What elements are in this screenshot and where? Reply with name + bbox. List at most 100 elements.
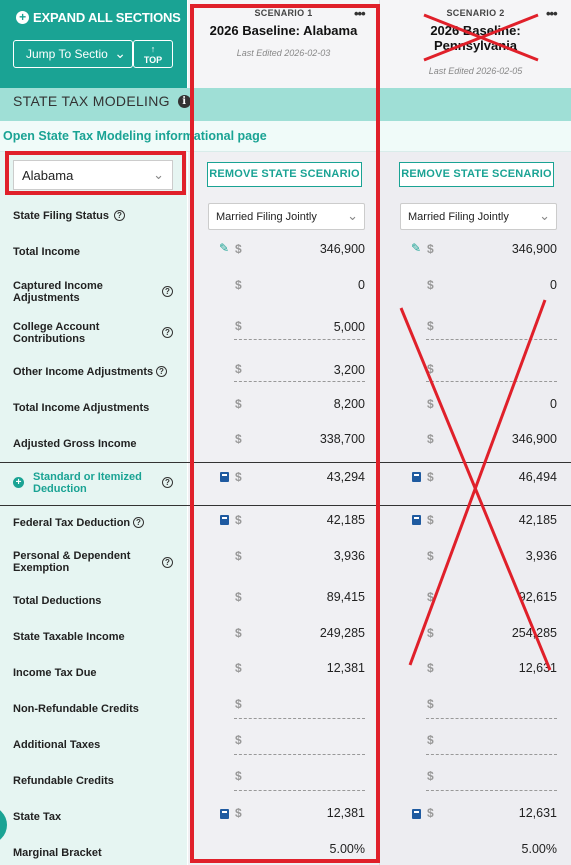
row-label-line: Exemption: [13, 562, 70, 574]
chevron-down-icon: ⌄: [347, 208, 358, 223]
filing-status-select-2[interactable]: Married Filing Jointly ⌄: [400, 203, 557, 230]
s1-standard-itemized: 43,294: [326, 470, 365, 484]
floating-tab[interactable]: [0, 806, 7, 844]
dollar-sign: $: [427, 397, 434, 411]
s2-personal-exemption: 3,936: [525, 549, 557, 563]
divider-line: [0, 505, 571, 506]
edit-icon[interactable]: ✎: [219, 241, 230, 255]
more-options-icon[interactable]: •••: [354, 6, 366, 21]
dollar-sign: $: [235, 362, 242, 376]
help-icon[interactable]: ?: [114, 210, 125, 221]
s2-refundable-input[interactable]: [426, 790, 557, 791]
help-icon[interactable]: ?: [156, 366, 167, 377]
s1-refundable-input[interactable]: [234, 790, 365, 791]
dollar-sign: $: [427, 319, 434, 333]
s1-captured-adjustments: 0: [358, 278, 365, 292]
s2-total-deductions: 92,615: [518, 590, 557, 604]
s1-additional-taxes-input[interactable]: [234, 754, 365, 755]
standard-itemized-link[interactable]: Standard or Itemized Deduction: [33, 471, 142, 495]
calculator-icon[interactable]: [412, 515, 421, 525]
s1-agi: 338,700: [319, 432, 365, 446]
help-icon[interactable]: ?: [162, 477, 173, 488]
row-label-nonrefundable-credits: Non-Refundable Credits: [13, 703, 139, 715]
s2-other-adjustments-input[interactable]: [426, 381, 557, 382]
row-label-line: Captured Income: [13, 280, 103, 292]
s1-state-taxable-income: 249,285: [319, 626, 365, 640]
plus-circle-icon: +: [16, 11, 29, 24]
scenario-2-header: SCENARIO 2 2026 Baseline: Pennsylvania L…: [380, 0, 571, 88]
s1-other-adjustments-input[interactable]: 3,200: [333, 363, 365, 377]
info-icon[interactable]: i: [177, 94, 191, 108]
help-icon[interactable]: ?: [133, 517, 144, 528]
row-label-state-taxable-income: State Taxable Income: [13, 631, 125, 643]
dollar-sign: $: [235, 513, 242, 527]
jump-to-section-select[interactable]: Jump To Sectio ⌄: [13, 40, 133, 68]
help-icon[interactable]: ?: [162, 557, 173, 568]
calculator-icon[interactable]: [412, 809, 421, 819]
row-label-total-income: Total Income: [13, 246, 81, 258]
row-label-line: Adjustments: [13, 292, 80, 304]
s2-college-input[interactable]: [426, 339, 557, 340]
dollar-sign: $: [427, 242, 434, 256]
s1-nonrefundable-input[interactable]: [234, 718, 365, 719]
state-select-annotation-box: [5, 151, 186, 195]
dollar-sign: $: [427, 362, 434, 376]
calculator-icon[interactable]: [220, 472, 229, 482]
s2-federal-tax-deduction: 42,185: [518, 513, 557, 527]
more-options-icon[interactable]: •••: [546, 6, 558, 21]
filing-status-value-1: Married Filing Jointly: [216, 211, 317, 223]
dollar-sign: $: [235, 590, 242, 604]
state-select-value: Alabama: [22, 168, 74, 183]
s2-additional-taxes-input[interactable]: [426, 754, 557, 755]
remove-scenario-1-button[interactable]: REMOVE STATE SCENARIO: [207, 162, 362, 187]
s1-college-input[interactable]: 5,000: [333, 320, 365, 334]
s2-total-income: 346,900: [511, 242, 557, 256]
s1-total-income: 346,900: [319, 242, 365, 256]
scenario-1-name: 2026 Baseline: Alabama: [209, 23, 358, 38]
scenario-2-name: 2026 Baseline: Pennsylvania: [380, 23, 571, 53]
plus-circle-icon[interactable]: +: [13, 477, 24, 488]
scenario-1-last-edited: Last Edited 2026-02-03: [236, 48, 331, 58]
row-label-federal-tax-deduction: Federal Tax Deduction: [13, 517, 131, 529]
dollar-sign: $: [427, 769, 434, 783]
s2-total-adjustments: 0: [550, 397, 557, 411]
section-band: [0, 88, 571, 121]
s1-personal-exemption: 3,936: [333, 549, 365, 563]
row-label-income-tax-due: Income Tax Due: [13, 667, 97, 679]
calculator-icon[interactable]: [220, 515, 229, 525]
s1-state-tax: 12,381: [326, 806, 365, 820]
remove-scenario-2-button[interactable]: REMOVE STATE SCENARIO: [399, 162, 554, 187]
s1-total-deductions: 89,415: [326, 590, 365, 604]
calculator-icon[interactable]: [412, 472, 421, 482]
dollar-sign: $: [235, 697, 242, 711]
filing-status-select-1[interactable]: Married Filing Jointly ⌄: [208, 203, 365, 230]
edit-icon[interactable]: ✎: [411, 241, 422, 255]
dollar-sign: $: [427, 278, 434, 292]
help-icon[interactable]: ?: [162, 286, 173, 297]
dollar-sign: $: [235, 769, 242, 783]
s2-state-tax: 12,631: [518, 806, 557, 820]
dollar-sign: $: [235, 626, 242, 640]
row-label-line: Deduction: [33, 483, 87, 495]
filing-status-value-2: Married Filing Jointly: [408, 211, 509, 223]
info-band: [0, 121, 571, 152]
dollar-sign: $: [235, 432, 242, 446]
s2-nonrefundable-input[interactable]: [426, 718, 557, 719]
row-label-refundable-credits: Refundable Credits: [13, 775, 114, 787]
state-select[interactable]: Alabama ⌄: [13, 160, 173, 190]
info-page-link[interactable]: Open State Tax Modeling informational pa…: [3, 129, 267, 143]
help-icon[interactable]: ?: [162, 327, 173, 338]
scenario-2-label: SCENARIO 2: [446, 8, 505, 18]
row-label-total-deductions: Total Deductions: [13, 595, 102, 607]
row-label-agi: Adjusted Gross Income: [13, 438, 137, 450]
dollar-sign: $: [427, 733, 434, 747]
s2-income-tax-due: 12,631: [518, 661, 557, 675]
expand-all-label: EXPAND ALL SECTIONS: [33, 10, 181, 25]
calculator-icon[interactable]: [220, 809, 229, 819]
top-label: TOP: [143, 55, 163, 65]
expand-all-button[interactable]: + EXPAND ALL SECTIONS: [16, 10, 181, 25]
top-button[interactable]: ↑ TOP: [133, 40, 173, 68]
jump-to-section-label: Jump To Sectio: [26, 47, 108, 61]
row-label-filing-status: State Filing Status: [13, 210, 109, 222]
section-title-text: STATE TAX MODELING: [13, 93, 170, 109]
